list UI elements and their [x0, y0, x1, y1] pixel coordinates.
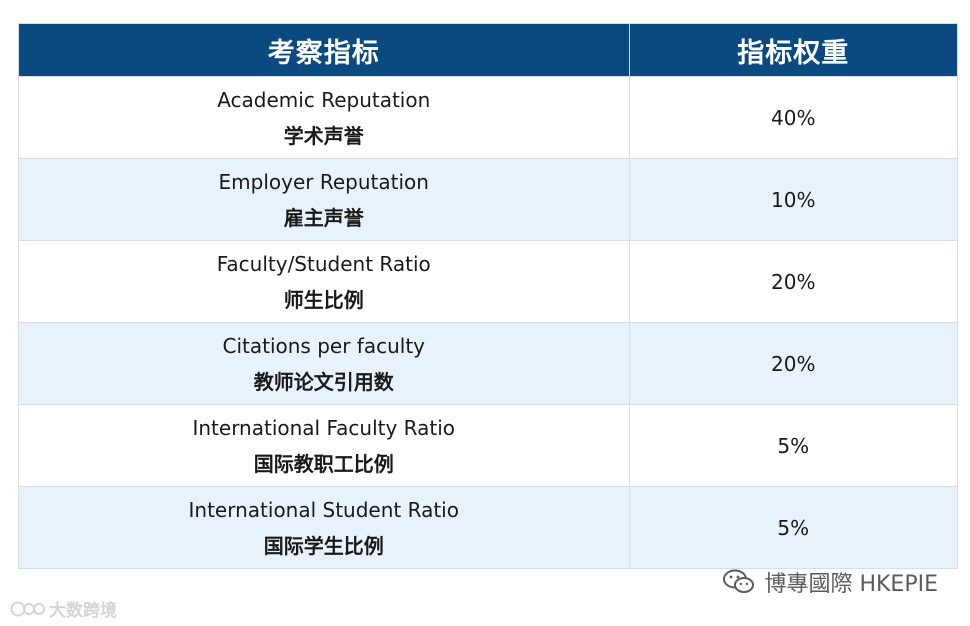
weight-value: 20% [771, 269, 816, 294]
weight-value: 5% [777, 433, 810, 458]
indicator-chinese: 国际学生比例 [263, 533, 384, 558]
wechat-watermark: 博專國際 HKEPIE [722, 566, 938, 598]
table-row: Citations per faculty 教师论文引用数 20% [19, 322, 957, 405]
weight-value: 20% [771, 351, 816, 376]
indicator-cell: International Student Ratio 国际学生比例 [19, 486, 629, 568]
indicator-english: Faculty/Student Ratio [216, 251, 431, 276]
indicator-cell: Faculty/Student Ratio 师生比例 [19, 240, 629, 323]
indicator-cell: International Faculty Ratio 国际教职工比例 [19, 404, 629, 487]
table-body: Academic Reputation 学术声誉 40% Employer Re… [19, 76, 957, 568]
weight-value: 40% [771, 105, 816, 130]
indicator-chinese: 国际教职工比例 [253, 451, 394, 476]
site-watermark-text: 大数跨境 [49, 601, 117, 621]
indicator-chinese: 学术声誉 [283, 123, 364, 148]
wechat-account-name: 博專國際 HKEPIE [764, 572, 938, 597]
indicator-weight-table: 考察指标 指标权重 Academic Reputation 学术声誉 40% E… [19, 24, 957, 568]
weight-cell: 20% [628, 240, 957, 323]
table-row: Academic Reputation 学术声誉 40% [19, 76, 957, 159]
indicator-english: Employer Reputation [218, 169, 429, 194]
ranking-indicator-table: 考察指标 指标权重 Academic Reputation 学术声誉 40% E… [18, 23, 958, 569]
indicator-english: Academic Reputation [217, 87, 431, 112]
indicator-english: Citations per faculty [222, 333, 426, 358]
header-row: 考察指标 指标权重 [19, 24, 957, 77]
wechat-icon [722, 568, 756, 596]
header-indicator: 考察指标 [19, 24, 629, 77]
indicator-cell: Citations per faculty 教师论文引用数 [19, 322, 629, 405]
weight-cell: 10% [628, 158, 957, 241]
chat-bubble-icon [10, 599, 46, 619]
table-row: International Student Ratio 国际学生比例 5% [19, 486, 957, 568]
indicator-chinese: 师生比例 [283, 287, 364, 312]
table-row: Faculty/Student Ratio 师生比例 20% [19, 240, 957, 323]
indicator-english: International Faculty Ratio [192, 415, 456, 440]
site-watermark: 大数跨境 [10, 596, 117, 621]
table-row: International Faculty Ratio 国际教职工比例 5% [19, 404, 957, 487]
weight-value: 5% [777, 515, 810, 540]
weight-value: 10% [771, 187, 816, 212]
weight-cell: 20% [628, 322, 957, 405]
indicator-cell: Employer Reputation 雇主声誉 [19, 158, 629, 241]
table-row: Employer Reputation 雇主声誉 10% [19, 158, 957, 241]
weight-cell: 5% [628, 404, 957, 487]
weight-cell: 5% [628, 486, 957, 568]
indicator-english: International Student Ratio [188, 497, 459, 522]
header-weight: 指标权重 [628, 24, 957, 77]
indicator-chinese: 教师论文引用数 [253, 369, 394, 394]
indicator-chinese: 雇主声誉 [283, 205, 364, 230]
indicator-cell: Academic Reputation 学术声誉 [19, 76, 629, 159]
weight-cell: 40% [628, 76, 957, 159]
table-header: 考察指标 指标权重 [19, 24, 957, 77]
